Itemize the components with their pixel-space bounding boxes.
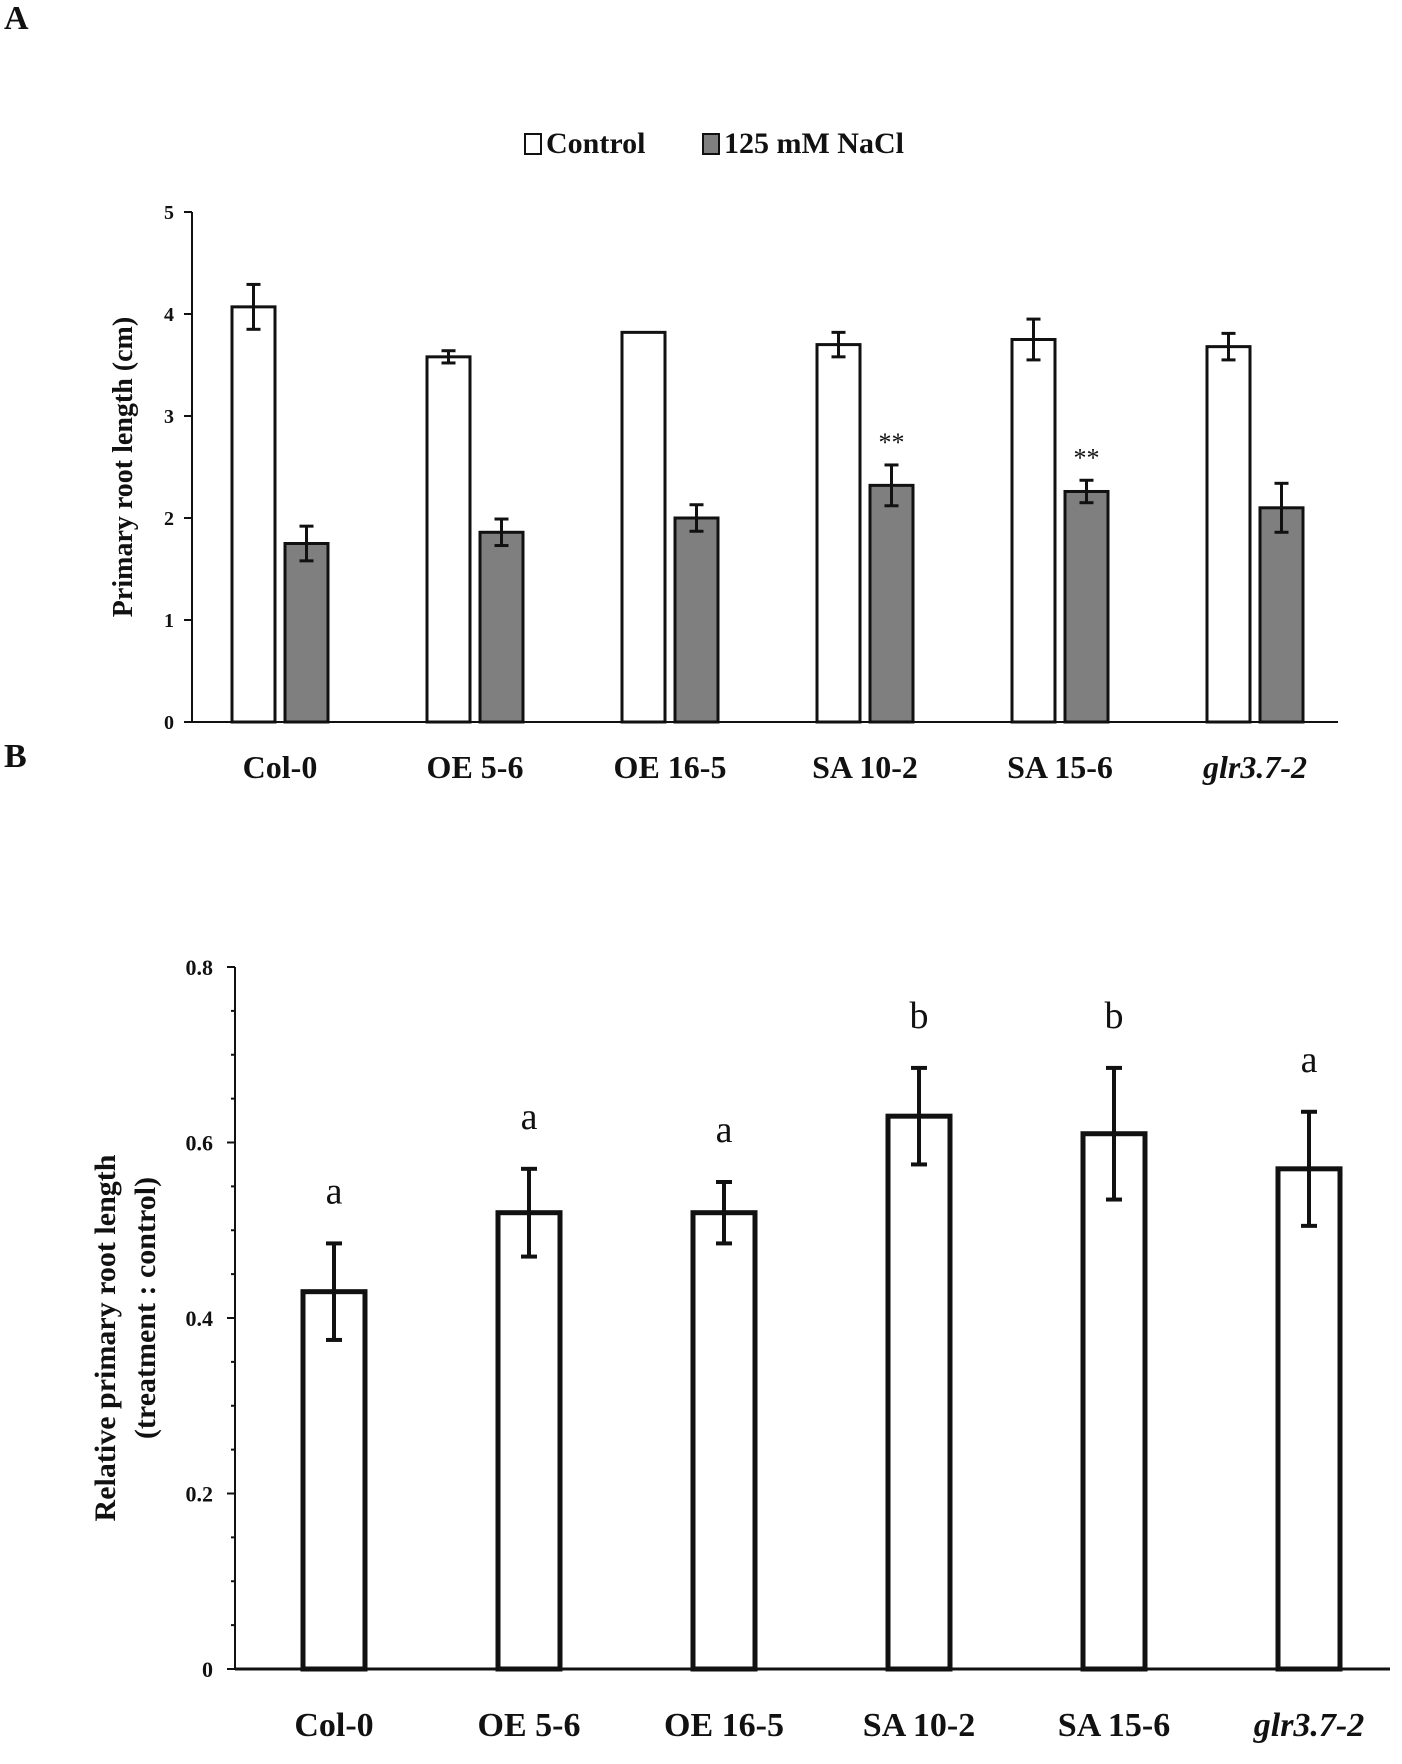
bar-b — [1275, 1166, 1343, 1672]
y-tick-label-a: 4 — [164, 304, 174, 326]
x-tick-label-b: SA 15-6 — [1058, 1707, 1170, 1744]
bar-a-control — [425, 355, 472, 724]
x-tick-label-a: glr3.7-2 — [1202, 749, 1307, 785]
x-tick-label-b: OE 5-6 — [478, 1707, 581, 1744]
bar-b — [300, 1289, 368, 1672]
x-tick-label-a: SA 10-2 — [812, 749, 918, 785]
significance-letter-b: a — [1301, 1039, 1318, 1081]
legend-label-nacl: 125 mM NaCl — [724, 127, 904, 160]
y-tick-label-a: 0 — [164, 712, 174, 734]
y-tick-label-a: 3 — [164, 406, 174, 428]
y-tick-label-b: 0 — [202, 1657, 213, 1682]
bar-b — [495, 1210, 563, 1672]
panel-b-label: B — [4, 738, 27, 775]
significance-letter-b: b — [1105, 995, 1124, 1037]
bar-a-control — [620, 330, 667, 724]
legend-label-control: Control — [546, 127, 645, 160]
x-tick-label-a: SA 15-6 — [1007, 749, 1113, 785]
bar-a-nacl — [1258, 506, 1305, 724]
significance-mark-a: ** — [1074, 443, 1100, 472]
significance-mark-a: ** — [879, 428, 905, 457]
y-tick-label-b: 0.4 — [186, 1306, 214, 1331]
bar-a-nacl — [1063, 489, 1110, 724]
x-tick-label-b: Col-0 — [294, 1707, 373, 1744]
x-tick-label-a: Col-0 — [243, 749, 318, 785]
significance-letter-b: a — [521, 1096, 538, 1138]
bar-b — [885, 1113, 953, 1672]
x-tick-label-b: glr3.7-2 — [1253, 1707, 1365, 1744]
bar-a-nacl — [868, 483, 915, 724]
y-tick-label-b: 0.2 — [186, 1482, 214, 1507]
bar-a-control — [1205, 345, 1252, 724]
y-axis-label-a: Primary root length (cm) — [108, 317, 139, 617]
bar-a-nacl — [478, 530, 525, 724]
x-tick-label-a: OE 16-5 — [614, 749, 727, 785]
x-tick-label-a: OE 5-6 — [427, 749, 524, 785]
y-tick-label-a: 1 — [164, 610, 174, 632]
significance-letter-b: b — [910, 995, 929, 1037]
y-axis-label-b-line2: (treatment : control) — [129, 1177, 162, 1439]
significance-letter-b: a — [326, 1170, 343, 1212]
x-tick-label-b: SA 10-2 — [863, 1707, 975, 1744]
y-axis-label-b-line1: Relative primary root length — [89, 1154, 122, 1521]
bar-b — [1080, 1131, 1148, 1672]
x-tick-label-b: OE 16-5 — [664, 1707, 784, 1744]
significance-letter-b: a — [716, 1109, 733, 1151]
bar-b — [690, 1210, 758, 1672]
panel-a-label: A — [4, 0, 29, 37]
y-tick-label-b: 0.8 — [186, 955, 214, 980]
legend-swatch-nacl — [702, 133, 720, 155]
bar-a-control — [815, 343, 862, 724]
y-tick-label-b: 0.6 — [186, 1131, 214, 1156]
y-tick-label-a: 5 — [164, 202, 174, 224]
legend-swatch-control — [524, 133, 542, 155]
y-tick-label-a: 2 — [164, 508, 174, 530]
